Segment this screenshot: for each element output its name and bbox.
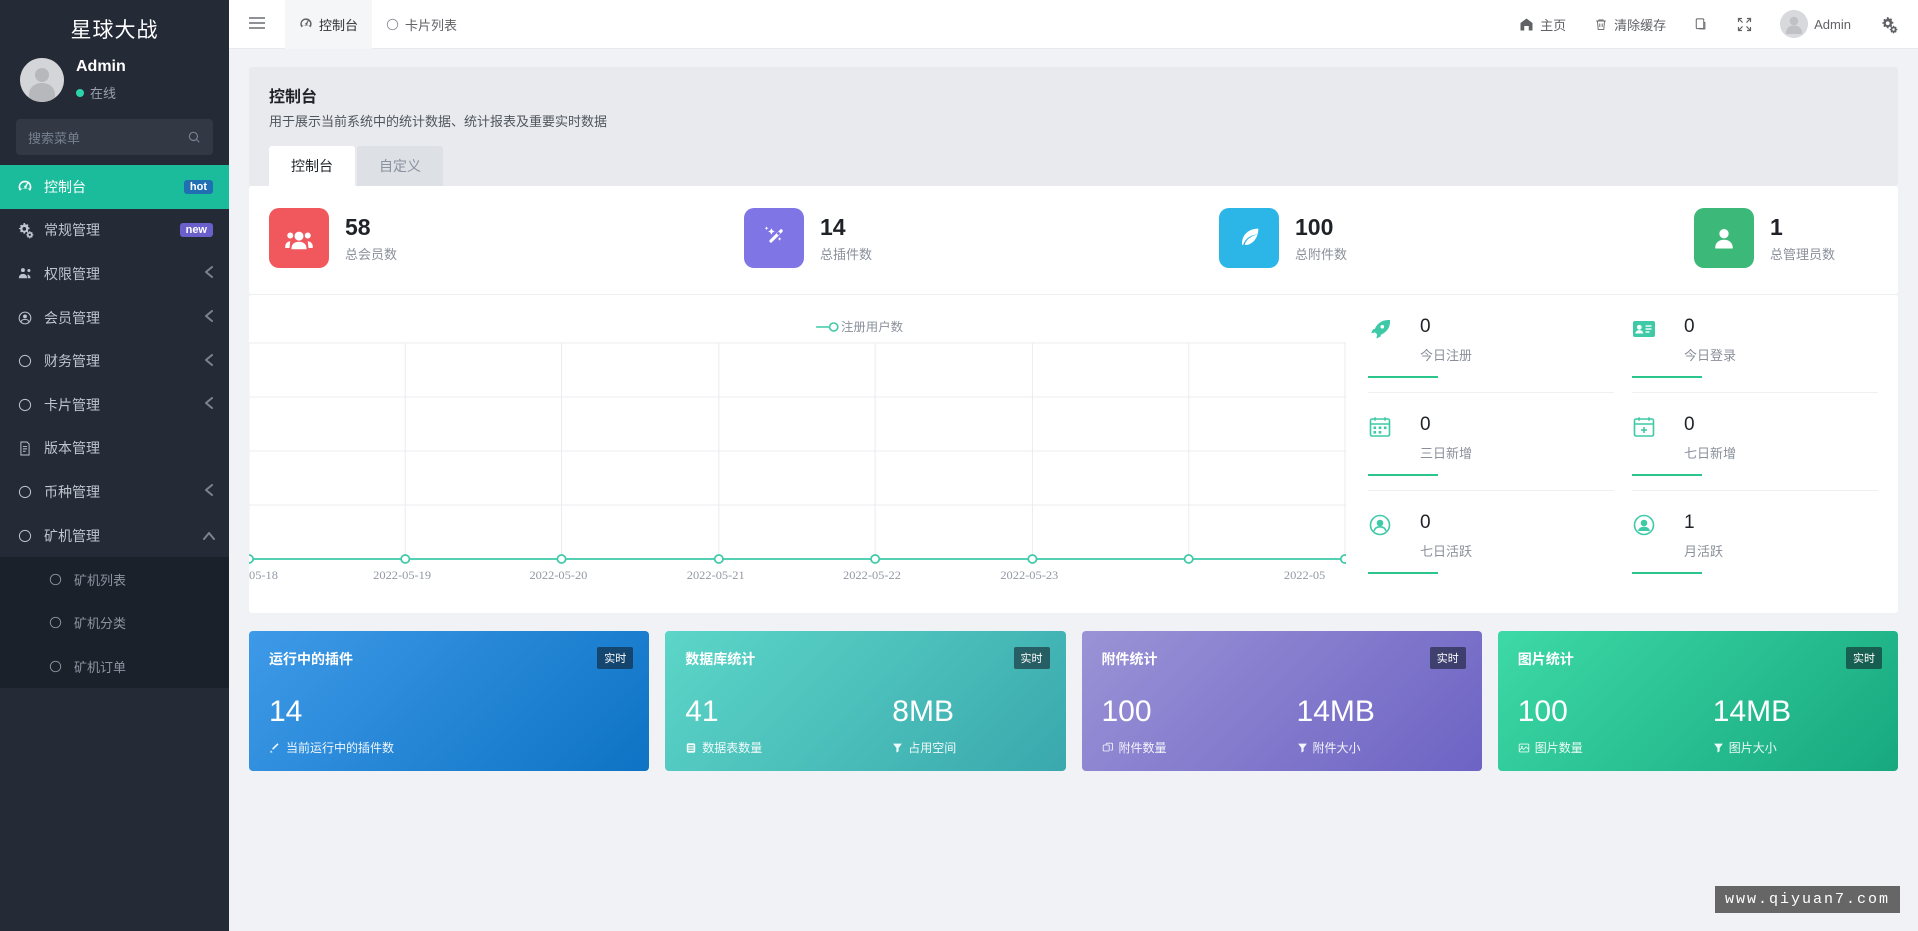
svg-text:2022-05-23: 2022-05-23 <box>1000 568 1058 582</box>
svg-text:注册用户数: 注册用户数 <box>841 319 903 334</box>
svg-text:05-18: 05-18 <box>249 568 278 582</box>
svg-text:2022-05-19: 2022-05-19 <box>373 568 431 582</box>
svg-text:2022-05: 2022-05 <box>1284 568 1325 582</box>
svg-text:2022-05-20: 2022-05-20 <box>529 568 587 582</box>
svg-text:2022-05-21: 2022-05-21 <box>687 568 745 582</box>
svg-text:2022-05-22: 2022-05-22 <box>843 568 901 582</box>
